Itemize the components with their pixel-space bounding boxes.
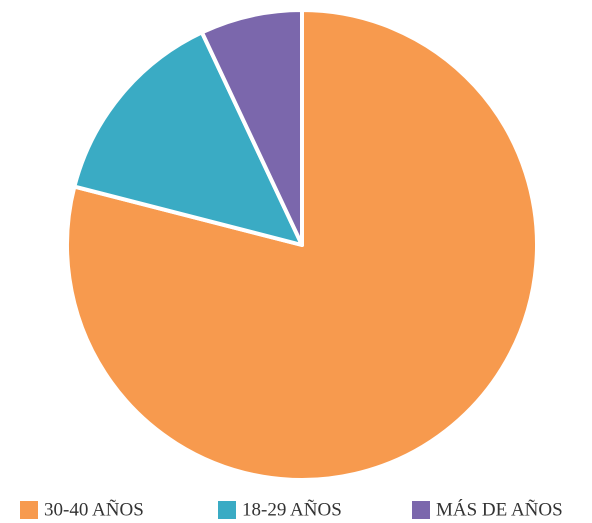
pie-slice [72,30,304,247]
legend-swatch [20,501,38,519]
legend-label: MÁS DE AÑOS [436,498,563,520]
legend-label: 30-40 AÑOS [44,498,144,520]
pie-slice [199,8,304,247]
legend-label: 18-29 AÑOS [242,498,342,520]
legend-swatch [412,501,430,519]
legend-swatch [218,501,236,519]
